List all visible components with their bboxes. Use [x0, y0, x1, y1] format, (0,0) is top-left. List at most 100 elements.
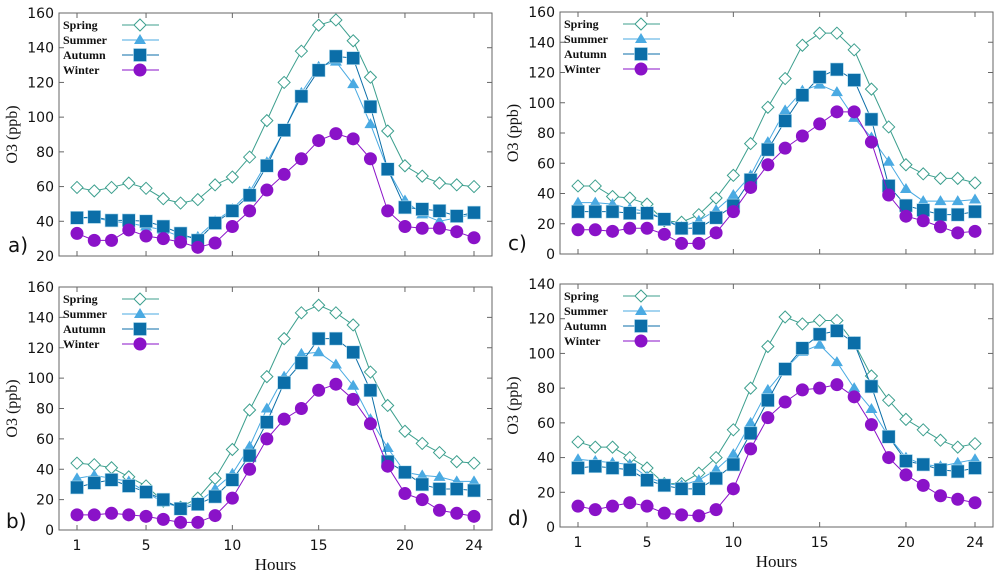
data-point-spring — [795, 38, 810, 52]
y-tick-label: 60 — [36, 432, 54, 448]
data-point-autumn — [709, 210, 723, 225]
data-point-autumn — [605, 461, 620, 475]
data-point-spring — [329, 13, 343, 27]
data-point-spring — [709, 191, 723, 205]
data-point-spring — [605, 440, 620, 454]
data-point-spring — [277, 75, 291, 90]
data-point-autumn — [329, 331, 343, 346]
data-point-autumn — [294, 356, 309, 370]
legend-label: Winter — [564, 62, 601, 76]
y-tick-label: 40 — [36, 214, 54, 230]
data-point-summer — [572, 453, 584, 464]
data-point-autumn — [346, 345, 360, 360]
y-tick-label: 100 — [27, 371, 54, 387]
data-point-spring — [761, 100, 775, 114]
data-point-spring — [812, 313, 827, 328]
data-point-spring — [588, 179, 602, 193]
data-point-spring — [225, 170, 240, 184]
legend-label: Autumn — [564, 47, 607, 61]
y-tick-label: 60 — [36, 180, 54, 196]
x-tick-label: 5 — [142, 538, 151, 554]
data-point-winter — [675, 508, 689, 522]
x-tick-label: 24 — [465, 538, 483, 554]
data-point-spring — [87, 457, 101, 472]
data-point-spring — [363, 365, 378, 379]
data-point-summer — [260, 402, 273, 413]
data-point-spring — [415, 436, 429, 451]
data-point-spring — [709, 450, 723, 465]
data-point-summer — [589, 196, 602, 207]
data-point-autumn — [950, 464, 965, 479]
data-point-autumn — [260, 158, 274, 173]
data-point-winter — [329, 377, 343, 391]
data-point-summer — [312, 346, 325, 357]
series-line-summer — [578, 84, 976, 228]
data-point-autumn — [260, 415, 274, 429]
data-point-winter — [657, 506, 671, 520]
data-point-autumn — [398, 200, 412, 215]
data-point-summer — [347, 78, 360, 89]
data-point-winter — [312, 383, 326, 397]
data-point-spring — [933, 171, 948, 186]
data-point-autumn — [467, 483, 481, 498]
y-tick-label: 120 — [528, 312, 555, 328]
data-point-spring — [133, 292, 147, 306]
data-point-autumn — [674, 221, 689, 236]
data-point-winter — [588, 503, 602, 517]
data-point-summer — [934, 195, 947, 206]
data-point-winter — [277, 412, 291, 426]
x-tick-label: 15 — [310, 538, 328, 554]
panel-label: b) — [6, 509, 27, 533]
x-tick-label: 10 — [223, 538, 241, 554]
panel-label: c) — [508, 231, 527, 255]
data-point-summer — [899, 182, 912, 193]
data-point-summer — [710, 463, 723, 474]
legend-label: Winter — [564, 334, 601, 348]
data-point-winter — [294, 402, 308, 415]
data-point-spring — [467, 179, 481, 194]
data-point-spring — [432, 176, 447, 190]
data-point-winter — [70, 226, 84, 240]
data-point-autumn — [311, 331, 326, 346]
data-point-winter — [675, 236, 689, 250]
data-point-autumn — [968, 461, 982, 475]
data-point-summer — [635, 33, 647, 43]
series-line-autumn — [76, 55, 475, 241]
data-point-autumn — [70, 480, 84, 495]
data-point-spring — [571, 179, 585, 193]
data-point-autumn — [864, 379, 879, 394]
data-point-winter — [105, 233, 119, 247]
data-point-summer — [71, 472, 83, 483]
data-point-summer — [692, 474, 705, 485]
series-spring — [70, 13, 481, 210]
data-point-spring — [726, 168, 741, 183]
y-axis-label: O3 (ppb) — [4, 105, 21, 163]
data-point-winter — [761, 158, 775, 172]
data-point-winter — [260, 183, 274, 197]
y-tick-label: 140 — [528, 277, 555, 293]
y-tick-label: 40 — [537, 451, 555, 467]
y-tick-label: 120 — [27, 75, 54, 91]
data-point-spring — [830, 26, 844, 40]
data-point-spring — [346, 318, 360, 332]
y-tick-label: 0 — [45, 523, 54, 539]
data-point-spring — [139, 181, 153, 196]
data-point-spring — [346, 34, 360, 48]
data-point-autumn — [761, 142, 775, 157]
data-point-winter — [634, 62, 648, 76]
data-point-summer — [468, 475, 480, 486]
data-point-summer — [951, 195, 964, 206]
data-point-autumn — [795, 88, 810, 102]
data-point-spring — [623, 191, 637, 205]
data-point-autumn — [380, 162, 395, 177]
data-point-winter — [623, 496, 637, 510]
data-point-winter — [243, 204, 257, 218]
data-point-summer — [830, 356, 843, 367]
data-point-autumn — [133, 48, 147, 62]
data-point-winter — [692, 509, 706, 523]
data-point-winter — [761, 411, 775, 425]
plot-frame — [58, 12, 493, 257]
data-point-winter — [398, 219, 412, 233]
series-winter — [571, 105, 982, 250]
